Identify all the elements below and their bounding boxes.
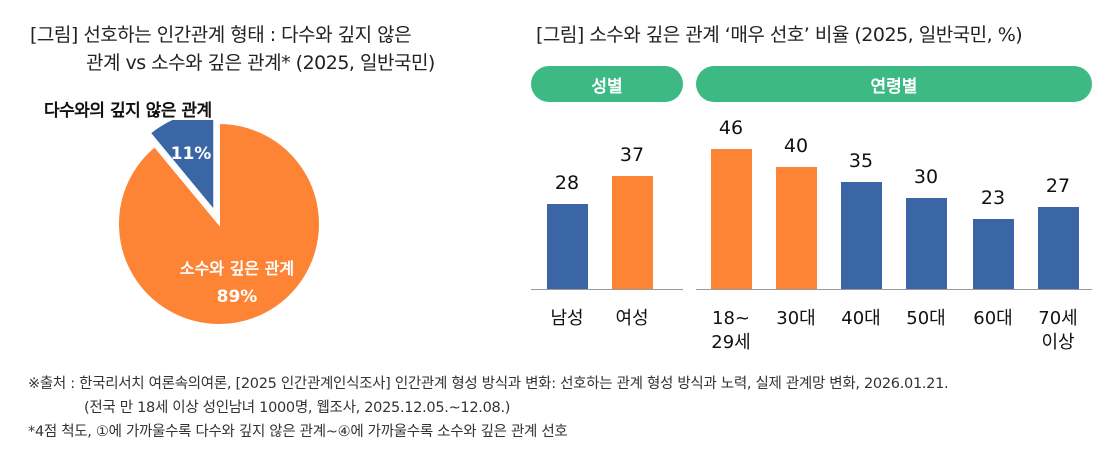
group-label-gender: 성별	[531, 66, 683, 102]
pie-slice-few-deep	[117, 121, 321, 326]
bar-value-label-2: 46	[718, 116, 744, 139]
pie-chart-title: 다수와의 깊지 않은 관계	[44, 101, 212, 121]
category-label-6: 60대	[973, 308, 1013, 329]
category-label-5: 50대	[906, 308, 946, 329]
bar-value-label-7: 27	[1045, 174, 1071, 197]
bar-value-label-3: 40	[783, 135, 809, 157]
bar-value-label-5: 30	[913, 165, 939, 188]
bar-value-label-1: 37	[619, 144, 645, 167]
pie-label-few-deep-value: 89%	[217, 287, 258, 307]
bar-2	[710, 148, 752, 289]
category-label-1: 여성	[615, 308, 649, 329]
pie-slice-many-shallow	[148, 120, 216, 214]
category-label-4: 40대	[841, 308, 881, 329]
bar-value-label-6: 23	[980, 186, 1006, 209]
bar-4	[840, 182, 882, 289]
bar-7	[1037, 206, 1079, 289]
category-label-0: 남성	[550, 308, 584, 329]
right-chart-title: [그림] 소수와 깊은 관계 ‘매우 선호’ 비율 (2025, 일반국민, %…	[536, 24, 1023, 46]
group-label-age: 연령별	[696, 66, 1092, 102]
bar-value-label-4: 35	[848, 150, 874, 173]
bar-0	[546, 203, 588, 289]
bar-5	[905, 197, 947, 289]
pie-label-few-deep-name: 소수와 깊은 관계	[180, 259, 294, 278]
bar-value-label-0: 28	[554, 171, 580, 194]
x-axis-age	[696, 289, 1092, 290]
category-label-2: 18~ 29세	[711, 308, 751, 353]
bar-3	[775, 167, 817, 289]
x-axis-gender	[531, 289, 683, 290]
pie-chart: 11% 소수와 깊은 관계 89%	[117, 120, 321, 326]
survey-detail-footnote: (전국 만 18세 이상 성인남녀 1000명, 웹조사, 2025.12.05…	[84, 400, 511, 416]
left-chart-title-line2: 관계 vs 소수와 깊은 관계* (2025, 일반국민)	[86, 52, 435, 74]
category-label-3: 30대	[776, 308, 816, 329]
left-chart-title-line1: [그림] 선호하는 인간관계 형태 : 다수와 깊지 않은	[30, 24, 412, 46]
bar-6	[972, 218, 1014, 289]
source-footnote: ※출처 : 한국리서치 여론속의여론, [2025 인간관계인식조사] 인간관계…	[28, 376, 949, 392]
bar-1	[611, 176, 653, 289]
scale-footnote: *4점 척도, ①에 가까울수록 다수와 깊지 않은 관계~④에 가까울수록 소…	[28, 424, 568, 440]
category-label-7: 70세 이상	[1038, 308, 1078, 353]
pie-label-many-shallow-value: 11%	[171, 144, 212, 164]
